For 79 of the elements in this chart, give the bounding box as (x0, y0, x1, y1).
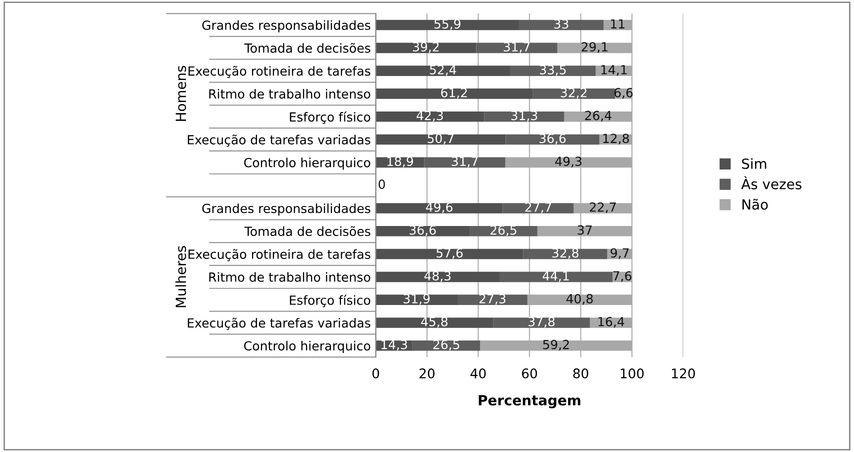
bar (412, 340, 480, 351)
bar (376, 20, 519, 30)
bar (376, 111, 484, 122)
bar (500, 272, 612, 282)
bar (376, 272, 500, 282)
legend-label: Às vezes (741, 176, 802, 190)
data-label: 57,6 (436, 248, 463, 259)
y-tick-label: Execução de tarefas variadas (188, 134, 370, 147)
bar (457, 294, 528, 305)
y-tick-label: Controlo hierarquico (244, 158, 370, 170)
data-label: 18,9 (387, 156, 414, 168)
legend-label: Sim (742, 158, 766, 169)
bar (376, 294, 458, 305)
data-label: 44,1 (542, 271, 569, 282)
bar (470, 226, 538, 236)
data-label: 50,7 (428, 134, 454, 144)
bar (523, 248, 608, 260)
x-tick-label: 0 (372, 368, 380, 378)
bar (532, 88, 616, 99)
data-label: 16,4 (598, 316, 624, 328)
text: Homens (176, 66, 186, 121)
bar (376, 318, 494, 328)
bar (476, 42, 558, 54)
data-label: 31,9 (404, 294, 430, 305)
data-label: 49,6 (426, 202, 452, 214)
bar (510, 66, 596, 76)
bar (376, 134, 506, 145)
x-tick-label: 120 (672, 368, 695, 378)
y-tick-label: Execução rotineira de tarefas (188, 66, 370, 78)
legend-label: Não (742, 198, 768, 210)
bar (424, 157, 506, 168)
data-label: 12,8 (603, 134, 629, 144)
bar (376, 88, 533, 99)
x-tick-label: 40 (470, 368, 486, 378)
x-tick-label: 20 (420, 368, 435, 378)
data-label: 48,3 (424, 271, 451, 282)
y-tick-label: Tomada de decisões (244, 226, 370, 236)
data-label: 14,1 (601, 65, 627, 76)
bar (376, 248, 524, 260)
bar (502, 203, 574, 214)
bar (376, 226, 470, 236)
x-tick-label: 100 (620, 368, 644, 378)
bar (493, 318, 590, 328)
data-label: 40,8 (566, 294, 593, 305)
x-tick-label: 60 (522, 368, 537, 378)
y-tick-label: Esforço físico (290, 112, 370, 124)
y-tick-label: Controlo hierarquico (244, 340, 370, 353)
data-label: 29,1 (582, 42, 608, 53)
text: Mulheres (175, 246, 186, 308)
y-tick-label: Ritmo de trabalho intenso (209, 272, 370, 282)
bar (376, 66, 510, 76)
bar (484, 111, 564, 122)
y-tick-label: Execução de tarefas variadas (188, 318, 370, 330)
data-label: 26,4 (585, 110, 612, 122)
data-label: 39,2 (413, 42, 439, 53)
data-label: 36,6 (540, 134, 566, 144)
bar (376, 203, 503, 214)
y-tick-label: Execução rotineira de tarefas (188, 249, 370, 262)
x-tick-label: 80 (573, 368, 588, 378)
bar (506, 134, 600, 145)
data-label: 49,3 (555, 156, 582, 168)
data-label: 33 (554, 19, 568, 29)
data-label: 0 (378, 179, 385, 189)
data-label: 37 (578, 225, 592, 235)
data-label: 9,7 (610, 248, 629, 259)
data-label: 32,8 (552, 248, 578, 259)
y-tick-label: Tomada de decisões (244, 42, 370, 53)
y-tick-label: Grandes responsabilidades (202, 20, 370, 32)
x-axis-title: Percentagem (478, 395, 580, 408)
y-tick-label: Grandes responsabilidades (202, 203, 370, 216)
data-label: 7,6 (613, 271, 632, 282)
data-label: 55,9 (434, 19, 460, 30)
data-label: 22,7 (590, 202, 616, 214)
data-label: 11 (611, 19, 624, 28)
y-tick-label: Esforço físico (290, 294, 370, 308)
bar (376, 42, 476, 54)
y-tick-label: Ritmo de trabalho intenso (209, 88, 370, 99)
bar (518, 20, 604, 30)
data-label: 59,2 (543, 340, 569, 351)
